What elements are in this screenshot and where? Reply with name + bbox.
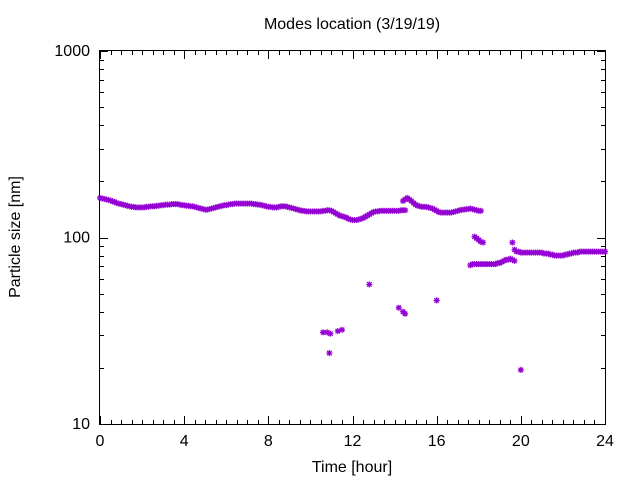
y-axis-tick-labels: 10 100 1000 bbox=[54, 43, 90, 433]
x-tick-label: 0 bbox=[96, 433, 105, 450]
data-points bbox=[97, 194, 608, 373]
y-tick-label: 10 bbox=[72, 416, 90, 433]
plot-frame bbox=[99, 50, 606, 425]
data-point bbox=[509, 239, 516, 246]
data-point bbox=[338, 326, 345, 333]
data-point bbox=[402, 310, 409, 317]
x-tick-label: 24 bbox=[596, 433, 614, 450]
y-tick-label: 100 bbox=[63, 230, 90, 247]
x-axis-label: Time [hour] bbox=[312, 459, 392, 476]
data-point bbox=[366, 281, 373, 288]
x-tick-label: 8 bbox=[264, 433, 273, 450]
data-point bbox=[602, 248, 608, 255]
x-tick-label: 16 bbox=[428, 433, 446, 450]
data-point bbox=[477, 207, 484, 214]
data-point bbox=[326, 350, 333, 357]
data-point bbox=[517, 366, 524, 373]
y-axis-label: Particle size [nm] bbox=[7, 176, 24, 298]
data-point bbox=[395, 304, 402, 311]
x-axis-tick-labels: 0 4 8 12 16 20 24 bbox=[96, 433, 614, 450]
y-tick-label: 1000 bbox=[54, 43, 90, 60]
data-point bbox=[433, 297, 440, 304]
data-point bbox=[479, 239, 486, 246]
data-point bbox=[334, 328, 341, 335]
data-point bbox=[327, 330, 334, 337]
chart-title: Modes location (3/19/19) bbox=[264, 16, 440, 33]
data-point bbox=[511, 257, 518, 264]
x-tick-label: 4 bbox=[180, 433, 189, 450]
x-tick-label: 12 bbox=[344, 433, 362, 450]
x-tick-label: 20 bbox=[512, 433, 530, 450]
axis-ticks bbox=[100, 51, 606, 425]
data-point bbox=[402, 207, 409, 214]
